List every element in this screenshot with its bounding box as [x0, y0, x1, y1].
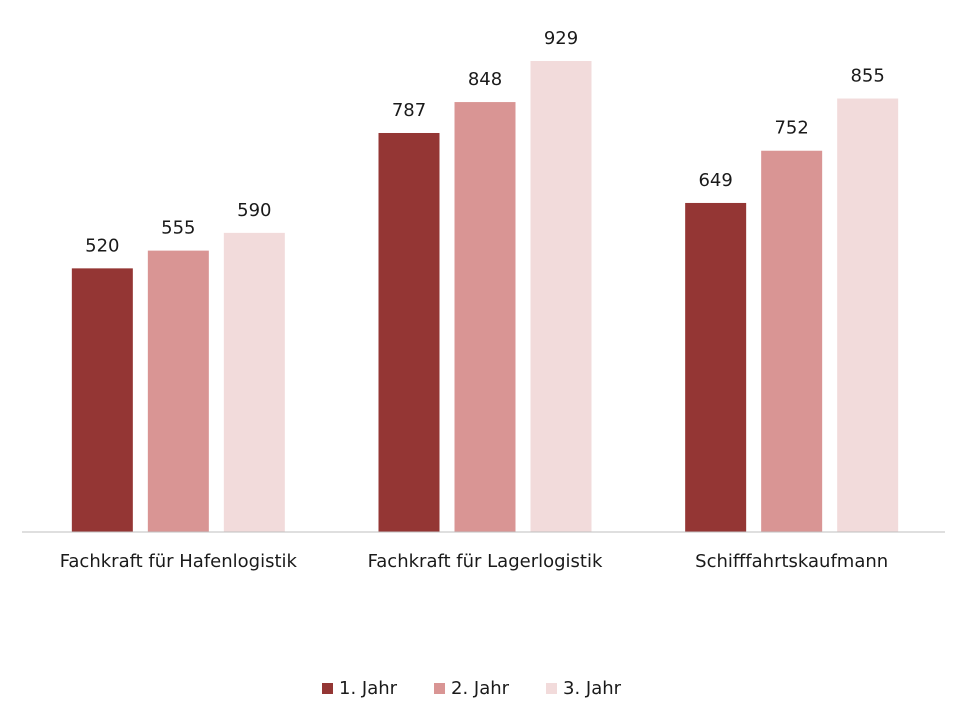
legend-swatch	[434, 683, 445, 694]
legend-swatch	[546, 683, 557, 694]
bar	[223, 232, 285, 532]
data-label: 752	[774, 118, 808, 139]
legend-swatch	[322, 683, 333, 694]
x-tick-label: Schifffahrtskaufmann	[695, 551, 888, 572]
bar	[378, 132, 440, 532]
data-label: 787	[392, 100, 426, 121]
x-tick-label: Fachkraft für Lagerlogistik	[368, 551, 603, 572]
legend-label: 3. Jahr	[563, 678, 622, 699]
legend-label: 2. Jahr	[451, 678, 510, 699]
x-tick-label: Fachkraft für Hafenlogistik	[60, 551, 298, 572]
data-label: 590	[237, 200, 271, 221]
data-label: 649	[698, 170, 732, 191]
bar	[685, 202, 747, 532]
data-label: 520	[85, 235, 119, 256]
data-label: 555	[161, 218, 195, 239]
bar	[837, 98, 899, 532]
data-label: 848	[468, 69, 502, 90]
legend-label: 1. Jahr	[339, 678, 398, 699]
bar	[147, 250, 209, 533]
data-label: 855	[850, 66, 884, 87]
bar	[530, 60, 592, 532]
bar	[454, 102, 516, 533]
bar	[761, 150, 823, 532]
data-label: 929	[544, 28, 578, 49]
bar	[71, 268, 133, 532]
